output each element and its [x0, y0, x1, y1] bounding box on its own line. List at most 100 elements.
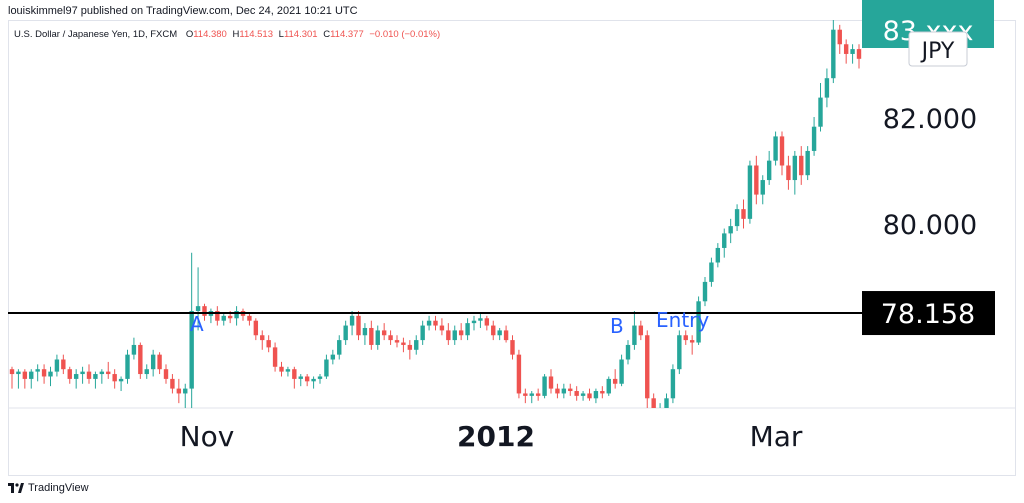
candle-body — [471, 320, 477, 324]
x-axis-tick-label: Nov — [180, 420, 235, 453]
open-label: O — [185, 29, 194, 40]
candle-body — [722, 233, 727, 248]
candle-body — [568, 388, 573, 392]
candle-body — [279, 366, 284, 372]
candle-body — [831, 29, 836, 79]
annotation-label: B — [610, 314, 624, 338]
low-label: L — [278, 29, 284, 40]
candle-body — [574, 391, 579, 396]
candle-body — [728, 226, 733, 234]
currency-label-box — [908, 31, 968, 67]
candle-body — [9, 369, 15, 375]
candle-body — [311, 378, 316, 382]
candles-group — [9, 20, 862, 408]
candle-body — [606, 378, 611, 394]
candle-body — [773, 136, 778, 161]
candle-body — [677, 335, 682, 370]
candle-body — [516, 354, 522, 394]
candle-body — [593, 391, 599, 399]
candle-body — [439, 325, 445, 331]
candle-body — [304, 376, 310, 382]
candle-body — [741, 209, 746, 219]
candle-body — [272, 347, 278, 367]
candle-body — [292, 369, 297, 379]
candle-body — [298, 376, 303, 379]
candle-body — [709, 262, 714, 282]
candle-body — [61, 359, 66, 370]
candle-body — [125, 354, 130, 379]
candle-body — [683, 335, 688, 341]
candle-body — [555, 388, 560, 394]
candle-body — [600, 391, 605, 394]
candle-body — [818, 97, 823, 127]
candle-body — [850, 49, 855, 54]
candle-body — [766, 160, 772, 181]
candle-body — [266, 340, 271, 348]
candle-body — [285, 369, 291, 372]
open-value: 114.380 — [193, 29, 227, 40]
candle-body — [619, 359, 624, 384]
tradingview-logo-icon — [8, 483, 24, 493]
candle-body — [202, 306, 207, 316]
candle-body — [837, 29, 842, 45]
y-axis-tick-label: 82.000 — [883, 104, 977, 135]
candle-body — [458, 330, 464, 336]
candle-body — [754, 165, 759, 195]
candle-body — [446, 330, 451, 341]
candle-body — [317, 376, 323, 379]
candle-body — [330, 354, 336, 360]
candle-body — [86, 371, 92, 379]
annotation-label: A — [190, 312, 204, 336]
candle-body — [510, 340, 515, 355]
candle-body — [73, 374, 79, 379]
candle-body — [369, 327, 374, 345]
annotation-label: Entry — [656, 308, 709, 332]
candle-body — [612, 378, 618, 384]
candle-body — [112, 374, 117, 382]
tradingview-logo[interactable]: TradingView — [8, 482, 89, 494]
publisher-caption: louiskimmel97 published on TradingView.c… — [8, 5, 358, 17]
candle-body — [420, 325, 425, 341]
candle-body — [349, 315, 355, 326]
candle-body — [426, 320, 432, 326]
candle-body — [176, 388, 182, 394]
candle-body — [247, 315, 252, 321]
candle-body — [491, 325, 496, 336]
candle-body — [227, 315, 233, 319]
candle-body — [805, 150, 810, 176]
candle-body — [484, 318, 490, 326]
candle-body — [856, 49, 862, 59]
candle-body — [760, 180, 765, 195]
candle-body — [183, 388, 188, 394]
candle-body — [234, 311, 239, 319]
candle-body — [150, 354, 156, 370]
candle-body — [580, 393, 586, 396]
candle-body — [99, 371, 105, 375]
candle-body — [786, 165, 791, 181]
candle-body — [689, 340, 695, 343]
candle-body — [843, 44, 849, 54]
candle-body — [221, 315, 226, 321]
candle-body — [29, 371, 34, 379]
candle-body — [67, 369, 72, 379]
x-axis-tick-label: Mar — [750, 420, 803, 453]
candle-body — [375, 330, 380, 345]
candle-body — [465, 323, 470, 336]
candle-body — [157, 354, 162, 370]
candle-body — [529, 393, 534, 396]
y-axis-tick-label: 80.000 — [883, 210, 977, 241]
candle-body — [41, 369, 47, 377]
candle-body — [118, 378, 124, 382]
candle-body — [362, 327, 368, 336]
candle-body — [523, 393, 528, 396]
high-value: 114.513 — [239, 29, 273, 40]
candle-body — [324, 359, 329, 377]
low-value: 114.301 — [283, 29, 318, 40]
chart-frame — [8, 20, 1016, 476]
candle-body — [433, 320, 438, 326]
candle-body — [715, 247, 721, 263]
candle-body — [632, 325, 637, 345]
candle-body — [356, 315, 361, 336]
x-axis-tick-label: 2012 — [457, 420, 535, 453]
